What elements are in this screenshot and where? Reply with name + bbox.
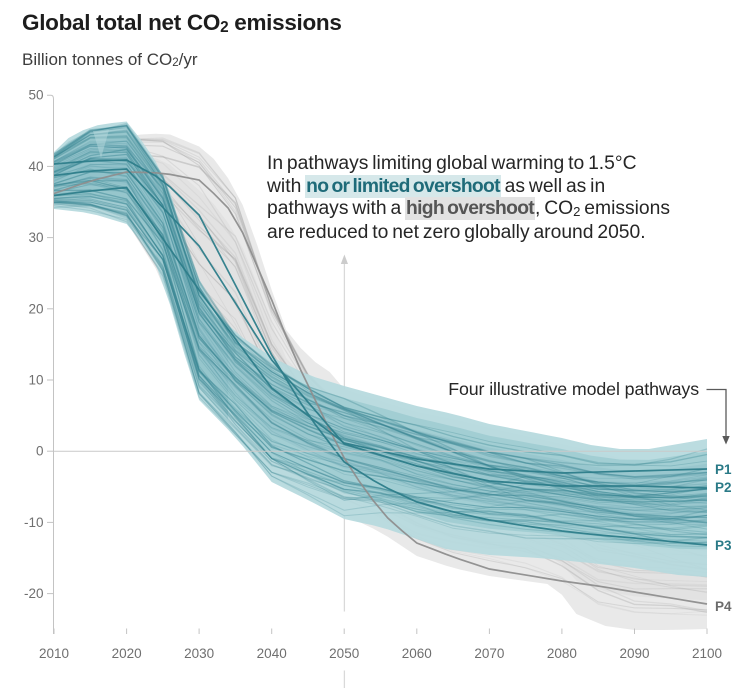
svg-text:30: 30: [28, 230, 43, 245]
svg-text:-20: -20: [24, 586, 44, 601]
svg-text:10: 10: [28, 373, 43, 388]
svg-text:2070: 2070: [474, 646, 504, 661]
svg-text:-10: -10: [24, 515, 44, 530]
svg-text:40: 40: [28, 159, 43, 174]
svg-text:2080: 2080: [547, 646, 577, 661]
svg-text:2100: 2100: [692, 646, 722, 661]
svg-text:20: 20: [28, 301, 43, 316]
svg-text:2040: 2040: [257, 646, 287, 661]
svg-text:2090: 2090: [619, 646, 649, 661]
svg-text:50: 50: [28, 88, 43, 103]
svg-text:2050: 2050: [329, 646, 359, 661]
svg-text:2020: 2020: [112, 646, 142, 661]
svg-text:2060: 2060: [402, 646, 432, 661]
svg-text:2030: 2030: [184, 646, 214, 661]
svg-text:2010: 2010: [39, 646, 69, 661]
svg-text:0: 0: [36, 444, 44, 459]
